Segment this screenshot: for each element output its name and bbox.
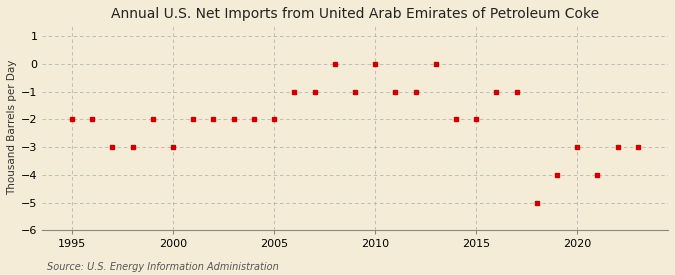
Y-axis label: Thousand Barrels per Day: Thousand Barrels per Day xyxy=(7,60,17,195)
Text: Source: U.S. Energy Information Administration: Source: U.S. Energy Information Administ… xyxy=(47,262,279,272)
Title: Annual U.S. Net Imports from United Arab Emirates of Petroleum Coke: Annual U.S. Net Imports from United Arab… xyxy=(111,7,599,21)
